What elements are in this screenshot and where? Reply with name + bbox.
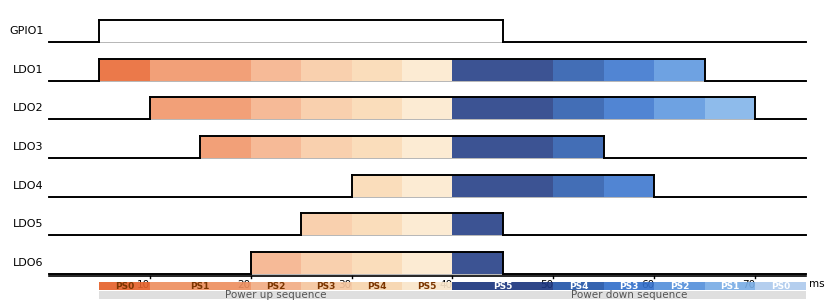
Bar xyxy=(402,282,453,290)
Bar xyxy=(453,282,553,290)
Text: ms: ms xyxy=(809,279,824,289)
Bar xyxy=(301,282,352,290)
Text: LDO6: LDO6 xyxy=(13,258,43,268)
Bar xyxy=(402,252,453,274)
Bar xyxy=(453,252,503,274)
Bar xyxy=(301,252,352,274)
Text: PS0: PS0 xyxy=(771,282,790,291)
Bar xyxy=(352,282,402,290)
Text: LDO3: LDO3 xyxy=(13,142,43,152)
Bar xyxy=(402,97,453,119)
Bar xyxy=(150,97,250,119)
Text: 60: 60 xyxy=(642,280,655,290)
Bar xyxy=(604,97,655,119)
Bar xyxy=(301,97,352,119)
Bar xyxy=(352,174,402,197)
Text: PS3: PS3 xyxy=(317,282,336,291)
Text: LDO1: LDO1 xyxy=(13,65,43,75)
Bar xyxy=(352,213,402,235)
Bar xyxy=(402,136,453,158)
Bar xyxy=(352,252,402,274)
Bar xyxy=(352,97,402,119)
Bar xyxy=(553,174,604,197)
Bar xyxy=(453,136,553,158)
Bar xyxy=(301,59,352,81)
Bar xyxy=(99,291,453,299)
Text: LDO5: LDO5 xyxy=(13,219,43,229)
Bar xyxy=(453,59,553,81)
Bar xyxy=(553,282,604,290)
Bar xyxy=(250,252,301,274)
Bar xyxy=(250,282,301,290)
Text: PS2: PS2 xyxy=(266,282,285,291)
Text: Power down sequence: Power down sequence xyxy=(571,290,687,300)
Text: GPIO1: GPIO1 xyxy=(9,26,43,36)
Bar xyxy=(655,97,705,119)
Bar xyxy=(604,174,655,197)
Text: 20: 20 xyxy=(238,280,250,290)
Bar xyxy=(99,282,150,290)
Bar xyxy=(453,213,503,235)
Bar xyxy=(453,291,806,299)
Bar xyxy=(301,136,352,158)
Text: 50: 50 xyxy=(540,280,553,290)
Text: PS5: PS5 xyxy=(417,282,437,291)
Bar xyxy=(453,174,553,197)
Bar xyxy=(755,282,806,290)
Text: PS1: PS1 xyxy=(720,282,740,291)
Bar xyxy=(655,282,705,290)
Bar xyxy=(553,97,604,119)
Bar xyxy=(301,213,352,235)
Bar xyxy=(150,59,250,81)
Text: PS0: PS0 xyxy=(115,282,134,291)
Text: LDO2: LDO2 xyxy=(12,103,43,113)
Bar xyxy=(99,59,150,81)
Text: PS1: PS1 xyxy=(190,282,209,291)
Bar xyxy=(553,59,604,81)
Text: 30: 30 xyxy=(338,280,352,290)
Text: PS2: PS2 xyxy=(670,282,690,291)
Text: Power up sequence: Power up sequence xyxy=(225,290,327,300)
Text: PS5: PS5 xyxy=(494,282,513,291)
Bar xyxy=(402,59,453,81)
Text: 10: 10 xyxy=(136,280,150,290)
Bar xyxy=(250,59,301,81)
Bar xyxy=(352,59,402,81)
Bar xyxy=(402,174,453,197)
Bar xyxy=(99,282,453,290)
Bar xyxy=(604,282,655,290)
Bar xyxy=(553,136,604,158)
Bar xyxy=(705,282,755,290)
Bar xyxy=(352,136,402,158)
Bar xyxy=(655,59,705,81)
Text: PS4: PS4 xyxy=(569,282,588,291)
Bar xyxy=(150,282,250,290)
Bar xyxy=(604,59,655,81)
Text: LDO4: LDO4 xyxy=(12,181,43,191)
Bar xyxy=(705,97,755,119)
Text: PS3: PS3 xyxy=(620,282,639,291)
Text: 40: 40 xyxy=(440,280,453,290)
Bar xyxy=(453,282,806,290)
Bar xyxy=(453,97,553,119)
Text: 70: 70 xyxy=(742,280,755,290)
Bar xyxy=(402,213,453,235)
Bar xyxy=(200,136,250,158)
Bar xyxy=(250,97,301,119)
Bar xyxy=(250,136,301,158)
Text: PS4: PS4 xyxy=(367,282,386,291)
